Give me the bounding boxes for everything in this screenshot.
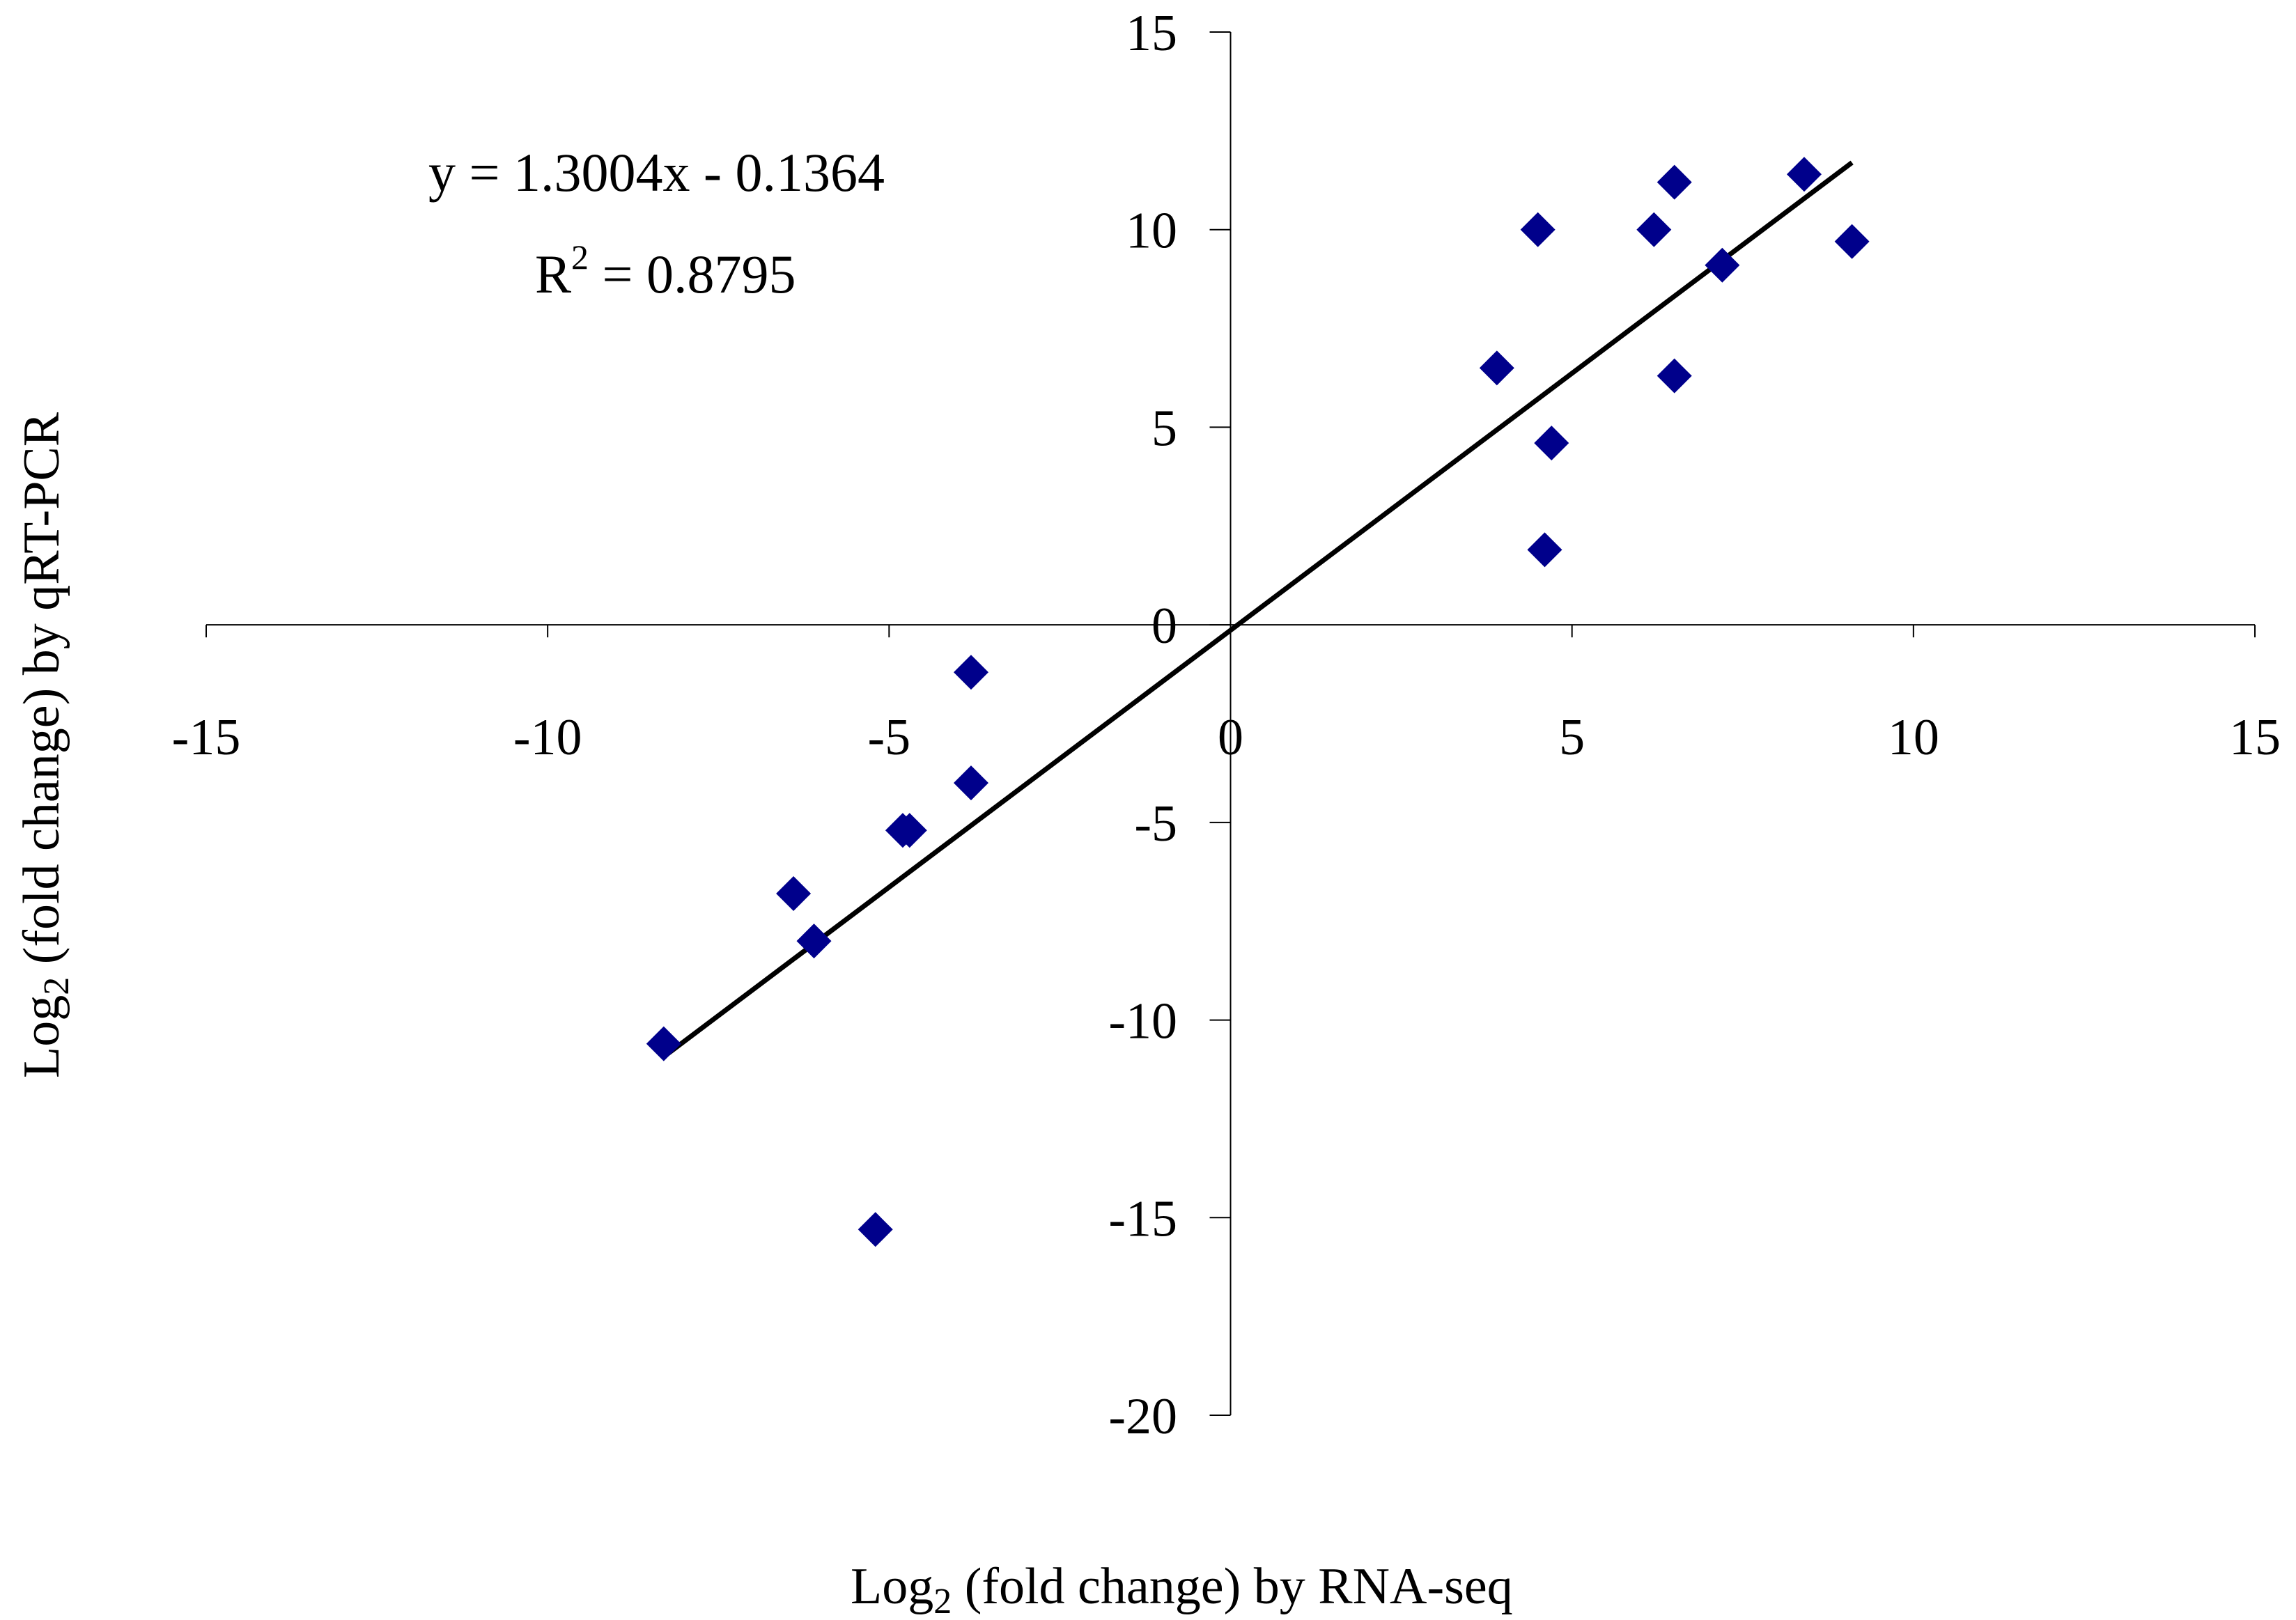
y-tick-label: -15: [1108, 1190, 1177, 1247]
y-tick-label: -5: [1134, 795, 1177, 852]
r-squared-exponent: 2: [571, 237, 589, 277]
y-tick-label: 0: [1151, 598, 1177, 655]
data-points: [646, 157, 1870, 1247]
axes: -15 -10 -5 0 5 10 15 -20 -15 -10 -5 0 5 10 15: [172, 5, 2281, 1445]
y-tick-label: -10: [1108, 993, 1177, 1050]
data-point: [1786, 157, 1822, 192]
data-point: [1705, 247, 1740, 283]
data-point: [1479, 350, 1514, 386]
x-tick-label: -5: [868, 709, 911, 766]
data-point: [776, 875, 812, 911]
r-squared-base: R: [535, 244, 571, 304]
y-tick-label: 15: [1126, 5, 1177, 62]
y-tick-label: -20: [1108, 1388, 1177, 1445]
x-tick-label: -15: [172, 709, 241, 766]
r-squared-value: = 0.8795: [589, 244, 796, 304]
data-point: [796, 924, 832, 959]
y-tick-label: 10: [1126, 203, 1177, 260]
y-axis-title-prefix: Log: [13, 995, 70, 1078]
y-axis-ticks: -20 -15 -10 -5 0 5 10 15: [1108, 5, 1231, 1445]
data-point: [1657, 358, 1692, 394]
data-point: [646, 1026, 681, 1061]
data-point: [953, 655, 988, 690]
trendline-group: [662, 160, 1854, 1059]
y-axis-title-suffix: (fold change) by qRT-PCR: [13, 412, 70, 976]
x-tick-label: 15: [2229, 709, 2281, 766]
data-point: [953, 765, 988, 801]
r-squared-label: R2 = 0.8795: [535, 237, 796, 304]
x-axis-title-subscript: 2: [933, 1582, 952, 1620]
y-axis-title-subscript: 2: [37, 977, 77, 995]
trendline: [662, 160, 1854, 1059]
y-axis-title: Log2 (fold change) by qRT-PCR: [13, 412, 77, 1078]
x-axis-title-suffix: (fold change) by RNA-seq: [952, 1558, 1513, 1615]
y-tick-label: 5: [1151, 400, 1177, 457]
x-axis-title: Log2 (fold change) by RNA-seq: [851, 1558, 1513, 1620]
data-point: [858, 1212, 893, 1247]
trendline-equation: y = 1.3004x - 0.1364: [428, 142, 885, 203]
x-axis-ticks: -15 -10 -5 0 5 10 15: [172, 625, 2281, 766]
x-tick-label: 10: [1888, 709, 1939, 766]
data-point: [1527, 532, 1562, 568]
x-tick-label: 5: [1559, 709, 1585, 766]
x-axis-title-prefix: Log: [851, 1558, 933, 1615]
data-point: [1636, 212, 1672, 247]
data-point: [1834, 224, 1870, 259]
data-point: [1657, 164, 1692, 200]
data-point: [1534, 426, 1569, 461]
data-point: [892, 813, 927, 848]
x-tick-label: -10: [513, 709, 582, 766]
x-tick-label: 0: [1218, 709, 1243, 766]
data-point: [1520, 212, 1556, 247]
